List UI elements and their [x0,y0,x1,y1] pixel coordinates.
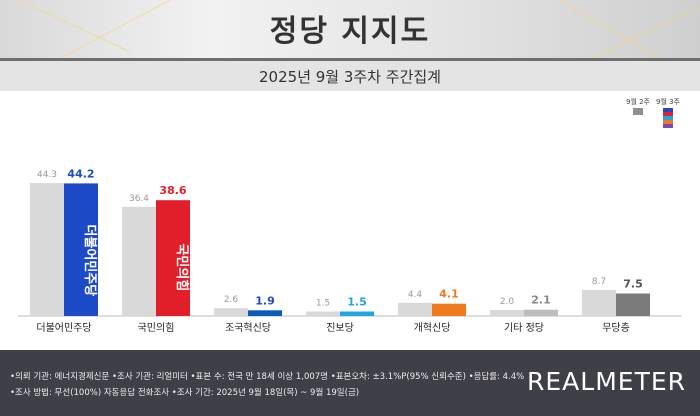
bar-prev [398,302,432,316]
footer-note-1: •의뢰 기관: 에너지경제신문 •조사 기관: 리얼미터 •표본 수: 전국 만… [10,372,525,382]
value-label-curr: 4.1 [439,288,459,301]
value-label-curr: 7.5 [623,278,643,291]
legend-curr-label: 9월 3주 [655,98,680,106]
bar-prev [582,289,616,316]
bar-prev [490,310,524,316]
value-label-prev: 44.3 [37,170,57,180]
category-label: 개혁신당 [414,322,451,334]
legend-prev-swatch [633,108,643,115]
bar-prev [214,308,248,316]
page-subtitle: 2025년 9월 3주차 주간집계 [259,68,441,86]
header-banner [0,0,700,58]
value-label-prev: 36.4 [129,194,149,204]
party-logo-text: 더불어민주당 [82,224,98,296]
bar-curr [340,311,374,316]
bar-curr [248,310,282,316]
bar-prev [30,183,64,316]
brand-logo: REALMETER [527,367,686,396]
legend-curr-swatch [663,108,673,128]
bar-prev [122,206,156,316]
value-label-prev: 2.6 [224,295,239,305]
category-label: 진보당 [326,322,354,334]
bar-curr [156,200,190,316]
page-title: 정당 지지도 [269,14,431,49]
category-label: 국민의힘 [138,322,175,334]
bar-prev [306,311,340,316]
value-label-curr: 1.5 [347,296,367,309]
value-label-curr: 44.2 [67,167,94,180]
value-label-prev: 2.0 [500,297,515,307]
party-logo-text: 국민의힘 [174,243,190,291]
bar-curr [524,309,558,316]
value-label-prev: 8.7 [592,277,606,287]
legend-prev-label: 9월 2주 [625,98,650,106]
bar-curr [616,293,650,316]
value-label-prev: 1.5 [316,299,330,309]
subtitle-bar [0,58,700,91]
bar-curr [432,303,466,316]
value-label-curr: 1.9 [255,294,275,307]
value-label-prev: 4.4 [408,290,423,300]
value-label-curr: 2.1 [531,294,551,307]
category-label: 조국혁신당 [225,322,271,334]
category-label: 기타 정당 [504,322,544,334]
bar-curr [64,183,98,316]
footer-note-2: •조사 방법: 무선(100%) 자동응답 전화조사 •조사 기간: 2025년… [10,388,360,398]
category-label: 무당층 [602,322,630,334]
category-label: 더불어민주당 [36,322,91,334]
footer-bar [0,350,700,416]
value-label-curr: 38.6 [159,184,186,197]
